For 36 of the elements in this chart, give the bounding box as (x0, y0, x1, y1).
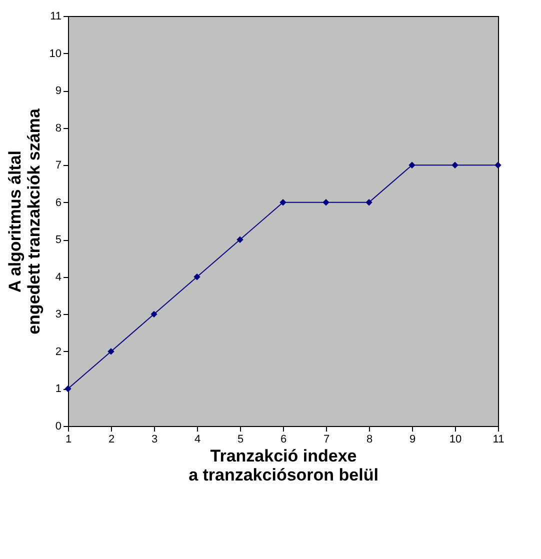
x-tick-label: 9 (409, 434, 416, 446)
point (64, 385, 72, 392)
y-tick-label: 0 (55, 420, 62, 432)
y-tick-label: 3 (55, 308, 62, 321)
x-tick-label: 4 (194, 434, 201, 446)
x-tick-label: 10 (449, 434, 462, 446)
x-tick-label: 2 (108, 434, 115, 446)
y-tick-label: 9 (55, 85, 62, 98)
x-tick-label: 6 (280, 434, 287, 446)
y-tick-label: 4 (55, 271, 62, 284)
y-tick-label: 1 (55, 383, 62, 396)
x-axis-title: Tranzakció indexe a tranzakciósoron belül (188, 446, 378, 484)
y-tick-label: 5 (55, 234, 62, 246)
point (194, 274, 200, 280)
point (322, 199, 330, 206)
point (452, 162, 458, 168)
point (108, 348, 114, 355)
y-axis-title: A algoritmus által engedett tranzakciók száma (5, 108, 44, 334)
y-tick-label: 8 (55, 122, 62, 134)
point (408, 162, 416, 168)
x-tick-label: 7 (323, 434, 330, 446)
x-tick-label: 8 (366, 434, 373, 446)
x-tick-label: 5 (237, 434, 244, 446)
x-tick-label: 11 (492, 434, 504, 446)
y-tick-label: 10 (49, 48, 62, 60)
y-tick-label: 6 (55, 196, 62, 209)
point (366, 199, 372, 206)
y-tick-label: 11 (50, 10, 62, 22)
point (280, 199, 286, 206)
x-tick-label: 1 (65, 434, 72, 446)
point (150, 310, 158, 318)
point (494, 162, 502, 168)
y-tick-label: 2 (55, 346, 62, 358)
y-tick-label: 7 (55, 160, 62, 172)
x-tick-label: 3 (151, 434, 158, 446)
point (236, 236, 244, 243)
